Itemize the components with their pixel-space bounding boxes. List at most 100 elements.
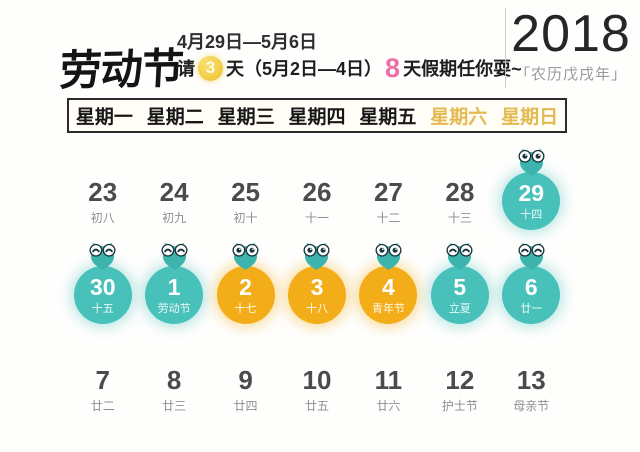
day-number: 8	[166, 365, 182, 395]
day-subtext: 十二	[376, 211, 401, 225]
day-subtext: 廿二	[90, 399, 115, 413]
day-subtext: 十五	[91, 302, 114, 315]
total-days-highlight: 8	[385, 52, 401, 83]
calendar-day-28: 28 十三	[424, 146, 495, 242]
calendar-day-4: 4 青年节	[353, 240, 424, 360]
calendar-day-29: 29 十四	[496, 146, 567, 242]
owl-icon	[227, 242, 264, 270]
week-header-row: 星期一 星期二 星期三 星期四 星期五 星期六 星期日	[67, 98, 567, 133]
day-number: 13	[516, 365, 546, 395]
calendar-day-5: 5 立夏	[424, 240, 495, 360]
day-number: 9	[238, 365, 253, 395]
day-subtext: 十一	[304, 211, 329, 225]
week-label-2: 星期二	[146, 107, 204, 128]
highlight-day-circle: 6 廿一	[502, 266, 561, 324]
day-number: 11	[374, 365, 403, 395]
day-subtext: 母亲节	[513, 399, 550, 413]
lunar-year-label: 「农历戊戌年」	[514, 66, 627, 83]
day-subtext: 十八	[305, 302, 328, 315]
owl-icon	[370, 242, 407, 270]
week-label-7: 星期日	[501, 107, 559, 128]
tip-middle: 天（5月2日—4日）	[226, 59, 383, 79]
calendar-day-30: 30 十五	[67, 240, 138, 360]
calendar-day-24: 24 初九	[138, 146, 209, 242]
day-subtext: 廿六	[376, 399, 401, 413]
week-label-1: 星期一	[75, 107, 133, 128]
day-number: 5	[453, 273, 467, 300]
day-subtext: 初八	[90, 211, 115, 225]
tip-suffix: 天假期任你耍~	[403, 59, 522, 79]
day-number: 27	[373, 177, 403, 207]
day-subtext: 廿四	[233, 399, 258, 413]
holiday-title: 劳动节	[58, 44, 185, 95]
calendar-day-9: 9 廿四	[210, 362, 281, 440]
highlight-day-circle: 4 青年节	[359, 266, 418, 324]
day-number: 1	[167, 273, 181, 300]
owl-icon	[156, 242, 193, 270]
day-subtext: 廿三	[162, 399, 187, 413]
calendar-day-3: 3 十八	[281, 240, 352, 360]
day-number: 23	[88, 177, 118, 207]
highlight-day-circle: 3 十八	[287, 266, 346, 324]
day-subtext: 十三	[447, 211, 472, 225]
day-subtext: 廿五	[304, 399, 329, 413]
calendar-day-2: 2 十七	[210, 240, 281, 360]
owl-icon	[298, 242, 335, 270]
calendar-row-3: 7 廿二 8 廿三 9 廿四 10 廿五 11 廿六 12 护士节 13 母亲节	[67, 362, 567, 440]
day-number: 26	[302, 177, 332, 207]
calendar-day-1: 1 劳动节	[138, 240, 209, 360]
day-number: 29	[518, 179, 545, 206]
week-label-5: 星期五	[359, 107, 417, 128]
day-number: 25	[231, 177, 261, 207]
holiday-date-range: 4月29日—5月6日	[177, 32, 318, 52]
day-number: 3	[310, 273, 324, 300]
day-subtext: 劳动节	[157, 302, 191, 315]
highlight-day-circle: 1 劳动节	[145, 266, 204, 324]
day-number: 7	[95, 365, 110, 395]
calendar-day-11: 11 廿六	[353, 362, 424, 440]
highlight-day-circle: 5 立夏	[430, 266, 489, 324]
leave-tip-line: 请 3 天（5月2日—4日） 8 天假期任你耍~	[177, 53, 522, 83]
day-subtext: 初九	[162, 211, 187, 225]
calendar-day-6: 6 廿一	[496, 240, 567, 360]
calendar-day-26: 26 十一	[281, 146, 352, 242]
day-number: 28	[445, 177, 475, 207]
owl-icon	[513, 242, 550, 270]
highlight-day-circle: 30 十五	[73, 266, 132, 324]
calendar-day-13: 13 母亲节	[496, 362, 567, 440]
day-subtext: 十四	[520, 208, 543, 221]
header-divider	[505, 8, 506, 88]
highlight-day-circle: 2 十七	[216, 266, 275, 324]
day-subtext: 护士节	[441, 399, 478, 413]
week-label-4: 星期四	[288, 107, 346, 128]
day-subtext: 青年节	[371, 302, 405, 315]
day-number: 24	[159, 177, 189, 207]
highlight-day-circle: 29 十四	[502, 172, 561, 230]
calendar-day-25: 25 初十	[210, 146, 281, 242]
day-subtext: 初十	[233, 211, 258, 225]
leave-days-badge: 3	[198, 55, 223, 81]
owl-icon	[513, 148, 550, 176]
owl-icon	[84, 242, 121, 270]
day-number: 6	[524, 273, 538, 300]
owl-icon	[441, 242, 478, 270]
day-number: 4	[381, 273, 395, 300]
calendar-day-8: 8 廿三	[138, 362, 209, 440]
day-subtext: 立夏	[448, 302, 471, 315]
day-subtext: 廿一	[520, 302, 543, 315]
calendar-day-10: 10 廿五	[281, 362, 352, 440]
calendar-day-7: 7 廿二	[67, 362, 138, 440]
day-subtext: 十七	[234, 302, 257, 315]
calendar-row-1: 23 初八 24 初九 25 初十 26 十一 27 十二 28 十三 29 十四	[67, 146, 567, 242]
calendar-day-27: 27 十二	[353, 146, 424, 242]
day-number: 12	[445, 365, 475, 395]
tip-prefix: 请	[177, 59, 195, 79]
week-label-6: 星期六	[430, 107, 488, 128]
calendar-day-12: 12 护士节	[424, 362, 495, 440]
day-number: 30	[89, 273, 116, 300]
day-number: 10	[302, 365, 332, 395]
day-number: 2	[239, 273, 252, 300]
year-label: 2018	[511, 5, 631, 63]
calendar-day-23: 23 初八	[67, 146, 138, 242]
